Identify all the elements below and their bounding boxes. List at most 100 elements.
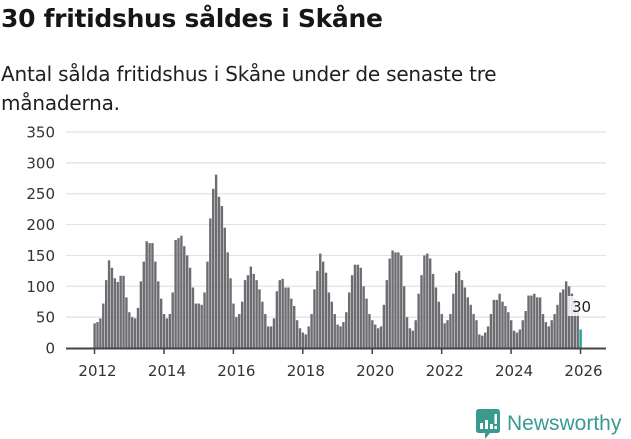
bar [157, 281, 160, 348]
bar [272, 318, 276, 348]
bar [533, 293, 536, 348]
bar [423, 255, 426, 348]
bar [336, 324, 339, 348]
x-tick-label: 2022 [426, 362, 464, 380]
bar [527, 295, 530, 348]
bar [431, 273, 435, 348]
bar [278, 280, 281, 348]
bar [131, 317, 134, 348]
bar [261, 301, 264, 348]
bar [217, 196, 221, 348]
bar [478, 334, 481, 348]
logo-text: Newsworthy [507, 412, 622, 435]
bar [359, 267, 362, 348]
bar [171, 292, 174, 348]
bar [324, 272, 328, 348]
bar [382, 304, 386, 348]
y-tick-label: 200 [26, 216, 55, 234]
bar [264, 314, 267, 348]
bar [307, 326, 310, 348]
bar [350, 275, 354, 348]
newsworthy-logo: Newsworthy [476, 409, 621, 439]
bar [301, 332, 305, 348]
bar [564, 281, 568, 348]
bar [455, 272, 458, 348]
bar [333, 314, 336, 348]
bar [446, 320, 449, 348]
bar [313, 289, 316, 348]
bar [122, 275, 125, 348]
bar [492, 299, 496, 348]
bar [327, 292, 331, 348]
bar [495, 299, 498, 348]
bar [209, 218, 212, 348]
bar [110, 267, 114, 348]
x-tick-label: 2020 [356, 362, 394, 380]
bar [226, 252, 229, 348]
bar [246, 275, 250, 348]
x-tick-label: 2014 [148, 362, 186, 380]
bar [232, 303, 235, 348]
bar [165, 318, 169, 348]
bar [200, 304, 203, 348]
bar [310, 314, 313, 348]
bar [113, 278, 117, 348]
bar [576, 309, 579, 348]
bar [197, 303, 200, 348]
bar [107, 260, 111, 348]
bar [229, 278, 232, 348]
bar [452, 293, 455, 348]
bar [125, 297, 128, 348]
bar [235, 317, 238, 348]
bar [240, 301, 244, 348]
bar [397, 252, 400, 348]
x-tick-label: 2024 [495, 362, 533, 380]
bar [281, 278, 284, 348]
bar [194, 303, 198, 348]
bar [365, 298, 368, 348]
bar [562, 289, 565, 348]
bar [376, 328, 380, 348]
bar [104, 280, 108, 348]
bar [151, 243, 154, 348]
bar [411, 330, 415, 348]
y-axis-labels: 0 50 100 150 200 250 300 350 [26, 124, 55, 358]
x-tick-label: 2018 [287, 362, 325, 380]
bar [374, 324, 377, 348]
x-tick-label: 2026 [564, 362, 602, 380]
bar [544, 322, 548, 348]
bar [142, 261, 145, 348]
chart-logo-icon [476, 409, 500, 439]
bar [180, 235, 183, 348]
bar [538, 297, 542, 348]
bar [252, 273, 255, 348]
chart-title: 30 fritidshus såldes i Skåne [1, 4, 383, 33]
bar [498, 293, 501, 348]
bar [353, 264, 357, 348]
y-tick-label: 100 [26, 278, 55, 296]
bar [266, 326, 270, 348]
bar [119, 275, 122, 348]
bar [405, 317, 409, 348]
bar [298, 328, 302, 348]
x-tick-label: 2012 [78, 362, 116, 380]
y-tick-label: 50 [36, 309, 55, 327]
bar [512, 330, 516, 348]
bar [567, 286, 571, 348]
bar [212, 188, 215, 348]
y-tick-label: 0 [45, 340, 55, 358]
bar [570, 293, 574, 348]
bar [521, 320, 524, 348]
bar [148, 243, 151, 348]
bar [356, 264, 360, 348]
bar [136, 307, 140, 348]
bar [154, 261, 157, 348]
bar [238, 314, 241, 348]
bar [501, 301, 504, 348]
bar [102, 303, 105, 348]
bar [321, 261, 325, 348]
bar [304, 334, 307, 348]
bar [573, 298, 577, 348]
bar [469, 304, 472, 348]
